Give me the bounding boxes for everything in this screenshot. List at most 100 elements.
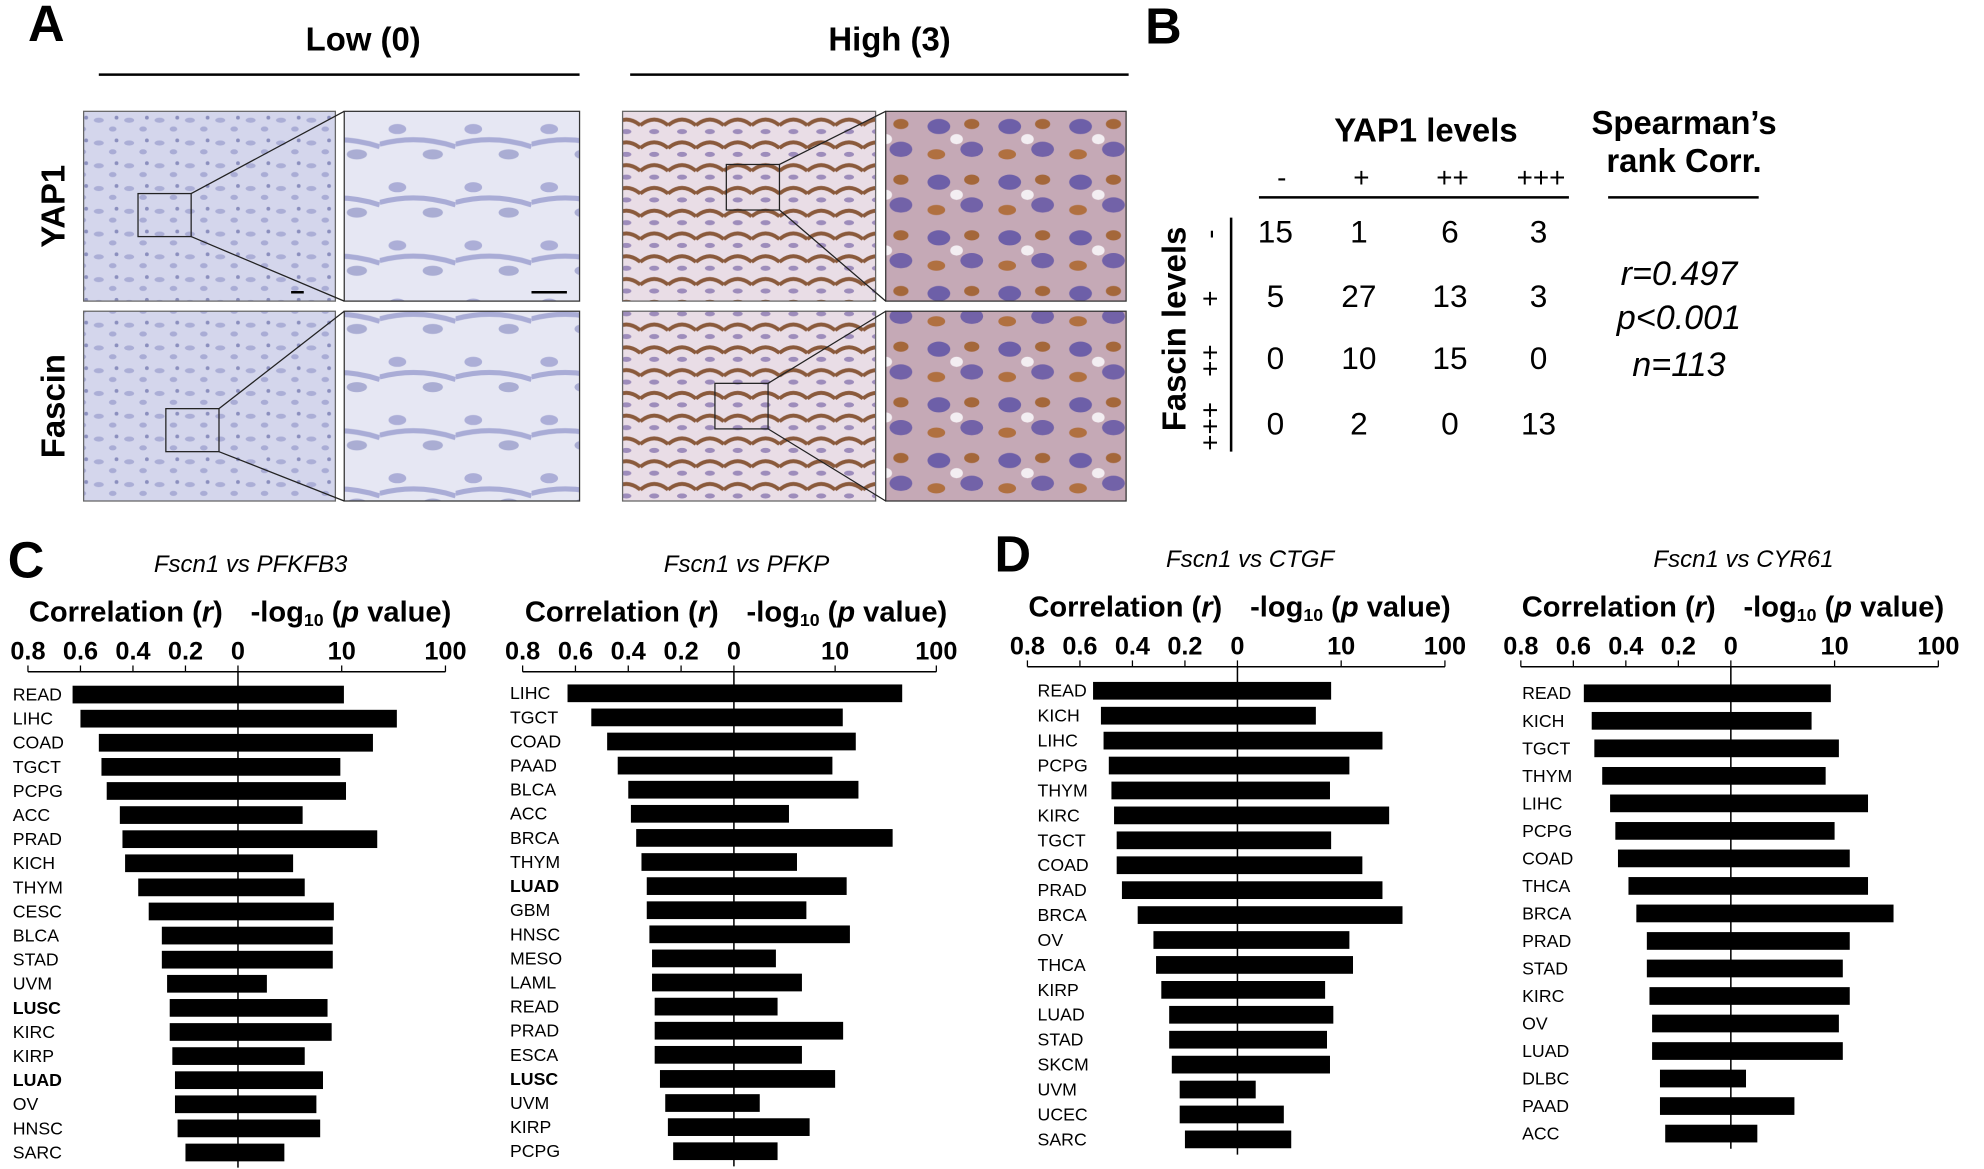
axis-label-part: -log — [1250, 591, 1303, 623]
bar-correlation — [630, 804, 734, 823]
category-label: BRCA — [1038, 905, 1087, 925]
bar-pvalue — [1237, 1030, 1328, 1049]
bar-correlation — [1646, 932, 1731, 950]
category-label: ACC — [510, 804, 548, 824]
category-label: KIRC — [1038, 805, 1081, 825]
bar-correlation — [172, 1047, 238, 1065]
bar-correlation — [1610, 794, 1731, 813]
x-tick-label: 0.2 — [1661, 632, 1696, 660]
bar-correlation — [1114, 806, 1238, 825]
bar-pvalue — [237, 999, 328, 1017]
row-header: +++ — [1194, 402, 1225, 451]
bar-pvalue — [237, 974, 267, 993]
row-header: ++ — [1194, 344, 1225, 377]
micrograph-zoom — [343, 310, 581, 502]
category-label: COAD — [13, 733, 64, 753]
bar-correlation — [607, 732, 734, 751]
category-label: LUAD — [1038, 1005, 1085, 1025]
micrograph — [621, 110, 877, 302]
category-label: KIRC — [1522, 986, 1565, 1006]
category-label: CESC — [13, 901, 62, 921]
bar-correlation — [1646, 959, 1731, 978]
axis-label-part: r — [202, 596, 215, 628]
bar-correlation — [1103, 731, 1238, 750]
bar-correlation — [617, 756, 734, 775]
row-header: YAP1 — [34, 165, 71, 248]
bar-correlation — [654, 1045, 734, 1064]
stat: r=0.497 — [1621, 255, 1740, 293]
category-label: PCPG — [510, 1141, 560, 1161]
bar-correlation — [1583, 684, 1731, 703]
category-label: PCPG — [1522, 821, 1572, 841]
panel-label: D — [995, 525, 1032, 582]
bar-correlation — [167, 974, 238, 993]
bar-pvalue — [733, 925, 850, 944]
cell: 10 — [1341, 340, 1376, 376]
category-label: OV — [1522, 1013, 1548, 1033]
bar-correlation — [1591, 711, 1731, 730]
category-label: PCPG — [1038, 755, 1088, 775]
category-label: THCA — [1038, 955, 1086, 975]
axis-label-part: ( — [1323, 591, 1341, 623]
bar-pvalue — [1730, 711, 1812, 730]
bar-pvalue — [237, 1119, 321, 1138]
bar-pvalue — [237, 782, 347, 800]
bar-pvalue — [1730, 877, 1869, 895]
bar-pvalue — [237, 1023, 332, 1041]
category-label: LUSC — [13, 998, 61, 1018]
column-header: +++ — [1517, 162, 1566, 193]
stat: n=113 — [1632, 346, 1725, 384]
bar-correlation — [652, 949, 734, 968]
bar-pvalue — [1237, 1005, 1334, 1024]
category-label: BLCA — [510, 780, 556, 800]
inset-line — [767, 310, 887, 384]
bar-pvalue — [237, 1095, 317, 1114]
x2-tick-label: 100 — [915, 638, 957, 666]
axis-label-part: -log — [1744, 591, 1797, 623]
bar-pvalue — [1730, 932, 1850, 950]
bar-correlation — [125, 854, 238, 873]
micrograph — [82, 110, 337, 302]
category-label: SARC — [1038, 1129, 1087, 1149]
axis-label-part: 10 — [800, 610, 820, 630]
cell: 2 — [1350, 406, 1368, 442]
bar-pvalue — [1237, 806, 1390, 825]
bar-correlation — [646, 877, 734, 895]
chart-title: Fscn1 vs CYR61 — [1653, 546, 1833, 573]
bar-correlation — [654, 1021, 734, 1040]
bar-pvalue — [237, 733, 373, 752]
bar-correlation — [1137, 906, 1238, 924]
category-label: HNSC — [13, 1118, 63, 1138]
x-tick-label: 0 — [231, 638, 245, 666]
bar-correlation — [1617, 849, 1731, 868]
bar-pvalue — [733, 829, 893, 847]
bar-correlation — [122, 830, 238, 849]
micrographs — [82, 110, 1127, 502]
bar-correlation — [1121, 881, 1238, 900]
bar-pvalue — [1730, 1042, 1843, 1060]
category-label: TGCT — [510, 707, 558, 727]
bar-pvalue — [1237, 831, 1332, 850]
chart-title: Fscn1 vs PFKP — [664, 551, 829, 578]
bar-correlation — [169, 1023, 238, 1041]
axis-label-part: p — [1340, 591, 1359, 623]
bar-pvalue — [1237, 756, 1350, 775]
micrograph — [621, 310, 877, 502]
category-label: COAD — [510, 731, 561, 751]
axis-label: -log10 (p value) — [251, 596, 452, 630]
row-header: Fascin — [34, 354, 71, 458]
bar-pvalue — [1237, 931, 1350, 949]
category-label: OV — [1038, 930, 1064, 950]
x-tick-label: 0.2 — [168, 638, 203, 666]
category-label: KIRP — [510, 1117, 551, 1137]
axis-label-part: p — [836, 596, 855, 628]
bar-pvalue — [733, 1142, 778, 1161]
category-label: BLCA — [13, 926, 59, 946]
bar-correlation — [673, 1142, 734, 1161]
cell: 0 — [1441, 406, 1459, 442]
axis-label-part: ( — [324, 596, 342, 628]
axis-label-part: ) — [1213, 591, 1223, 623]
category-label: THYM — [13, 877, 63, 897]
category-label: SARC — [13, 1142, 62, 1162]
category-label: ACC — [1522, 1124, 1560, 1144]
